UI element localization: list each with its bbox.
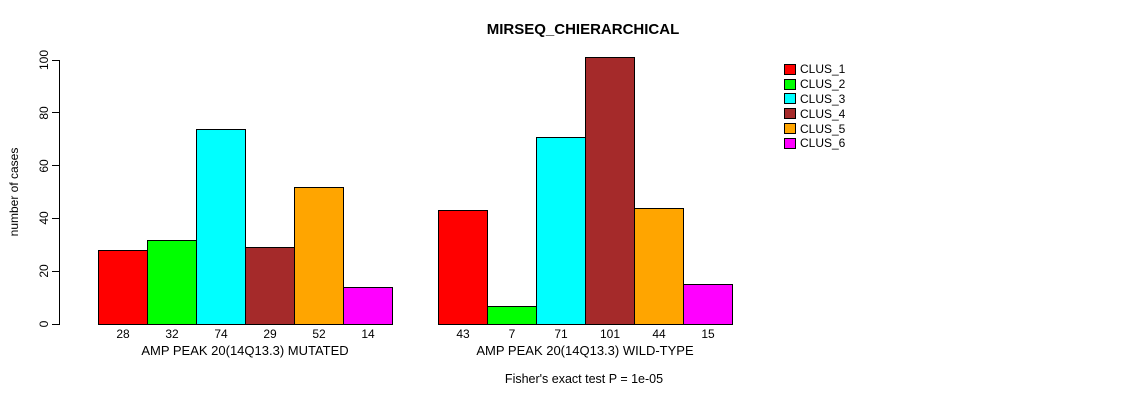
bar-clus_5	[294, 187, 344, 325]
bar-clus_2	[147, 240, 197, 325]
y-tick-label: 20	[37, 264, 51, 278]
legend-swatch-icon	[784, 93, 796, 105]
bar-value-label: 15	[701, 327, 715, 341]
legend-item-clus_2: CLUS_2	[784, 77, 845, 92]
bar-clus_3	[196, 129, 246, 325]
bar-value-label: 52	[312, 327, 326, 341]
bar-clus_3	[536, 137, 586, 325]
y-tick-label: 100	[37, 49, 51, 71]
group-label-wild-type: AMP PEAK 20(14Q13.3) WILD-TYPE	[476, 343, 694, 358]
bar-value-label: 28	[116, 327, 130, 341]
y-tick-mark	[52, 59, 59, 61]
bar-value-label: 44	[652, 327, 666, 341]
legend-swatch-icon	[784, 108, 796, 120]
y-tick-mark	[52, 217, 59, 219]
y-tick-mark	[52, 323, 59, 325]
bar-value-label: 101	[599, 327, 621, 341]
bar-value-label: 7	[508, 327, 516, 341]
legend-swatch-icon	[784, 78, 796, 90]
bar-clus_4	[245, 247, 295, 325]
y-tick-mark	[52, 270, 59, 272]
legend-label: CLUS_6	[800, 136, 846, 151]
legend-label: CLUS_4	[800, 106, 846, 121]
legend-item-clus_4: CLUS_4	[784, 106, 845, 121]
bar-clus_1	[98, 250, 148, 325]
bar-clus_5	[634, 208, 684, 325]
y-tick-mark	[52, 165, 59, 167]
bar-clus_1	[438, 210, 488, 325]
y-tick-label: 80	[37, 106, 51, 120]
fisher-test-annotation: Fisher's exact test P = 1e-05	[504, 372, 664, 386]
legend-item-clus_1: CLUS_1	[784, 62, 845, 77]
legend-item-clus_5: CLUS_5	[784, 121, 845, 136]
y-axis-line	[59, 60, 60, 325]
legend-swatch-icon	[784, 63, 796, 75]
bar-clus_6	[343, 287, 393, 325]
group-label-mutated: AMP PEAK 20(14Q13.3) MUTATED	[141, 343, 349, 358]
legend: CLUS_1 CLUS_2 CLUS_3 CLUS_4 CLUS_5 CLUS_6	[784, 62, 845, 151]
y-tick-label: 40	[37, 211, 51, 226]
y-axis-title: number of cases	[7, 147, 21, 237]
legend-label: CLUS_2	[800, 77, 846, 92]
bar-value-label: 43	[456, 327, 470, 341]
chart-title: MIRSEQ_CHIERARCHICAL	[486, 21, 680, 38]
bar-clus_2	[487, 306, 537, 325]
y-tick-mark	[52, 112, 59, 114]
legend-swatch-icon	[784, 123, 796, 135]
legend-label: CLUS_3	[800, 91, 846, 106]
legend-item-clus_6: CLUS_6	[784, 136, 845, 151]
legend-item-clus_3: CLUS_3	[784, 92, 845, 107]
bar-value-label: 71	[554, 327, 568, 341]
y-tick-label: 60	[37, 158, 51, 173]
bar-value-label: 74	[214, 327, 228, 341]
bar-value-label: 32	[165, 327, 179, 341]
bar-clus_4	[585, 57, 635, 325]
bar-value-label: 14	[361, 327, 375, 341]
legend-label: CLUS_1	[800, 62, 846, 77]
legend-label: CLUS_5	[800, 121, 846, 136]
bar-value-label: 29	[263, 327, 277, 341]
y-tick-label: 0	[37, 320, 51, 328]
legend-swatch-icon	[784, 137, 796, 149]
bar-clus_6	[683, 284, 733, 325]
